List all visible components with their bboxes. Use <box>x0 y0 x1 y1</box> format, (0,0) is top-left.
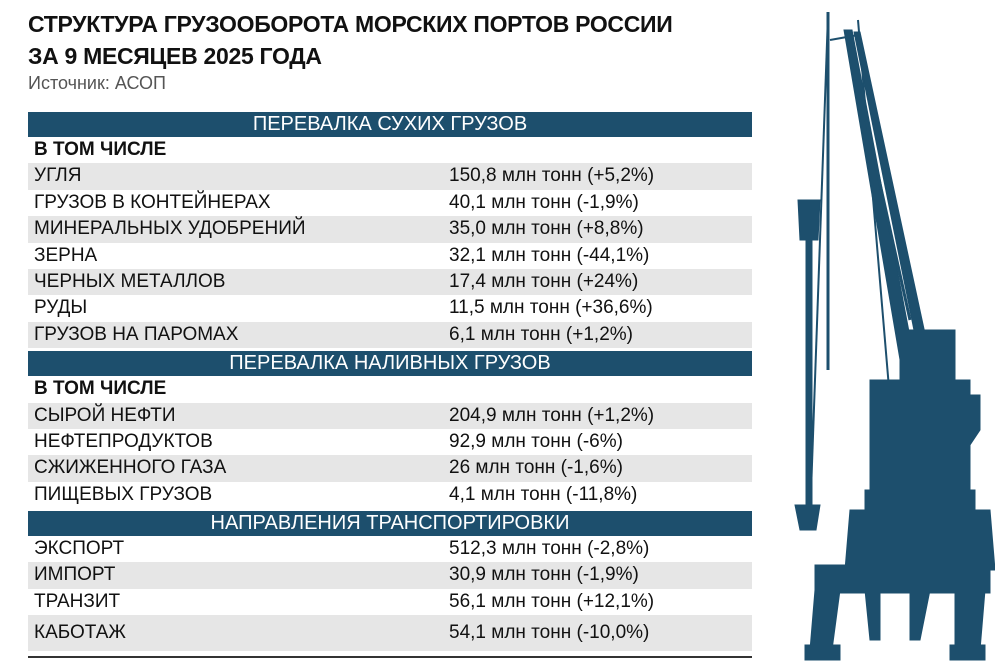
table-row: ЧЕРНЫХ МЕТАЛЛОВ 17,4 млн тонн (+24%) <box>28 268 752 296</box>
table-row: СЫРОЙ НЕФТИ 204,9 млн тонн (+1,2%) <box>28 402 752 429</box>
row-label: РУДЫ <box>34 297 88 319</box>
row-label: МИНЕРАЛЬНЫХ УДОБРЕНИЙ <box>34 218 306 240</box>
row-value: 30,9 млн тонн (-1,9%) <box>449 564 639 586</box>
row-label: ЧЕРНЫХ МЕТАЛЛОВ <box>34 270 226 292</box>
row-label: ТРАНЗИТ <box>34 590 121 612</box>
subheader-row: В ТОМ ЧИСЛЕ <box>28 137 752 163</box>
title: СТРУКТУРА ГРУЗООБОРОТА МОРСКИХ ПОРТОВ РО… <box>28 8 673 72</box>
row-label: ЗЕРНА <box>34 244 98 266</box>
row-label: СЖИЖЕННОГО ГАЗА <box>34 457 227 479</box>
table-row: СЖИЖЕННОГО ГАЗА 26 млн тонн (-1,6%) <box>28 455 752 482</box>
subheader: В ТОМ ЧИСЛЕ <box>34 378 167 400</box>
bottom-rule <box>28 656 752 658</box>
row-label: СЫРОЙ НЕФТИ <box>34 404 176 426</box>
source: Источник: АСОП <box>28 73 166 93</box>
table-row: ТРАНЗИТ 56,1 млн тонн (+12,1%) <box>28 589 752 615</box>
title-line: ЗА 9 МЕСЯЦЕВ 2025 ГОДА <box>28 43 322 69</box>
row-value: 26 млн тонн (-1,6%) <box>449 457 623 479</box>
section-header: ПЕРЕВАЛКА СУХИХ ГРУЗОВ <box>28 112 752 137</box>
row-label: ГРУЗОВ НА ПАРОМАХ <box>34 323 239 345</box>
table-row: МИНЕРАЛЬНЫХ УДОБРЕНИЙ 35,0 млн тонн (+8,8… <box>28 216 752 243</box>
row-value: 92,9 млн тонн (-6%) <box>449 430 623 452</box>
row-value: 150,8 млн тонн (+5,2%) <box>449 165 655 187</box>
row-label: ПИЩЕВЫХ ГРУЗОВ <box>34 483 213 505</box>
row-label: ИМПОРТ <box>34 564 116 586</box>
table-row: ГРУЗОВ В КОНТЕЙНЕРАХ 40,1 млн тонн (-1,9%… <box>28 190 752 216</box>
section-header: ПЕРЕВАЛКА НАЛИВНЫХ ГРУЗОВ <box>28 351 752 377</box>
table-row: НЕФТЕПРОДУКТОВ 92,9 млн тонн (-6%) <box>28 429 752 455</box>
section-header: НАПРАВЛЕНИЯ ТРАНСПОРТИРОВКИ <box>28 511 752 537</box>
row-label: КАБОТАЖ <box>34 622 126 644</box>
table-row: КАБОТАЖ 54,1 млн тонн (-10,0%) <box>28 615 752 652</box>
row-value: 204,9 млн тонн (+1,2%) <box>449 404 655 426</box>
subheader-row: В ТОМ ЧИСЛЕ <box>28 376 752 402</box>
table-row: УГЛЯ 150,8 млн тонн (+5,2%) <box>28 163 752 190</box>
row-label: ГРУЗОВ В КОНТЕЙНЕРАХ <box>34 191 271 213</box>
row-value: 4,1 млн тонн (-11,8%) <box>449 483 638 505</box>
subheader: В ТОМ ЧИСЛЕ <box>34 139 167 160</box>
crane-illustration <box>794 12 995 661</box>
row-label: ЭКСПОРТ <box>34 538 125 560</box>
row-value: 35,0 млн тонн (+8,8%) <box>449 218 644 240</box>
row-value: 40,1 млн тонн (-1,9%) <box>449 191 639 213</box>
table-row: ЗЕРНА 32,1 млн тонн (-44,1%) <box>28 243 752 269</box>
title-line: СТРУКТУРА ГРУЗООБОРОТА МОРСКИХ ПОРТОВ РО… <box>28 11 673 37</box>
table-row: ПИЩЕВЫХ ГРУЗОВ 4,1 млн тонн (-11,8%) <box>28 482 752 508</box>
table-row: РУДЫ 11,5 млн тонн (+36,6%) <box>28 295 752 321</box>
row-value: 17,4 млн тонн (+24%) <box>449 270 639 292</box>
row-value: 11,5 млн тонн (+36,6%) <box>449 297 653 319</box>
row-value: 56,1 млн тонн (+12,1%) <box>449 590 655 612</box>
table: ПЕРЕВАЛКА СУХИХ ГРУЗОВ В ТОМ ЧИСЛЕ УГЛЯ 150… <box>28 112 752 652</box>
row-value: 32,1 млн тонн (-44,1%) <box>449 244 650 266</box>
table-row: ИМПОРТ 30,9 млн тонн (-1,9%) <box>28 562 752 589</box>
row-value: 6,1 млн тонн (+1,2%) <box>449 323 633 345</box>
row-value: 512,3 млн тонн (-2,8%) <box>449 538 650 560</box>
table-row: ГРУЗОВ НА ПАРОМАХ 6,1 млн тонн (+1,2%) <box>28 321 752 349</box>
row-value: 54,1 млн тонн (-10,0%) <box>449 622 650 644</box>
table-row: ЭКСПОРТ 512,3 млн тонн (-2,8%) <box>28 536 752 562</box>
row-label: УГЛЯ <box>34 165 82 187</box>
row-label: НЕФТЕПРОДУКТОВ <box>34 430 213 452</box>
